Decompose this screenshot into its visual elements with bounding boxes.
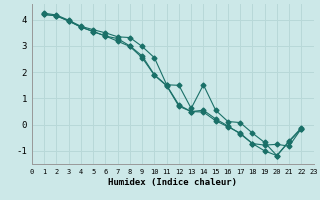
X-axis label: Humidex (Indice chaleur): Humidex (Indice chaleur) bbox=[108, 178, 237, 187]
